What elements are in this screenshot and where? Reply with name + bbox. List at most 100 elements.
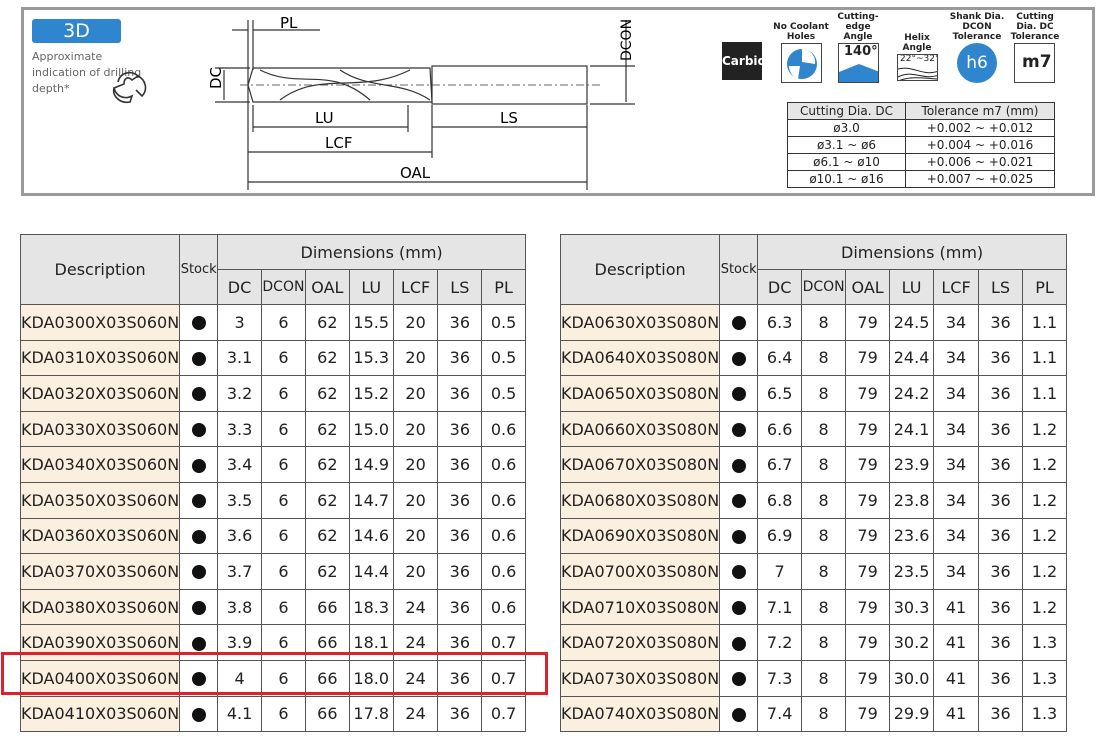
dimension-cell: 34 (933, 481, 980, 519)
dimension-cell: 34 (933, 375, 980, 412)
icon-caption: Cutting-edge Angle (837, 12, 879, 42)
label-dc: DC (207, 67, 225, 89)
dimension-cell: 1.2 (1021, 588, 1068, 626)
dimension-cell: 79 (845, 695, 891, 733)
dimension-cell: 79 (845, 339, 891, 377)
stock-cell (719, 624, 759, 661)
highlight-box (1, 652, 548, 695)
dimension-cell: 62 (304, 339, 350, 377)
table-row: KDA0700X03S080N 7 8 79 23.5 34 36 1.2 (559, 553, 1068, 590)
table-row: KDA0730X03S080N 7.3 8 79 30.0 41 36 1.3 (559, 659, 1068, 697)
dimension-cell: 66 (304, 588, 350, 626)
dimension-cell: 24 (392, 695, 439, 733)
table-row: KDA0410X03S060N 4.1 6 66 17.8 24 36 0.7 (19, 695, 526, 733)
product-code: KDA0340X03S060N (19, 446, 181, 483)
product-code: KDA0300X03S060N (19, 304, 181, 341)
dimension-cell: 36 (978, 624, 1023, 661)
table-row: KDA0350X03S060N 3.5 6 62 14.7 20 36 0.6 (19, 481, 526, 519)
dimension-cell: 30.3 (889, 588, 935, 626)
stock-cell (719, 695, 759, 733)
dimension-cell: 24 (392, 588, 439, 626)
stock-cell (179, 446, 219, 483)
dimension-cell: 36 (978, 659, 1023, 697)
in-stock-icon (191, 351, 206, 366)
dimension-cell: 14.4 (348, 553, 394, 590)
dimension-cell: 1.3 (1021, 695, 1068, 733)
icon-caption: Helix Angle (902, 33, 932, 53)
icon-caption: Shank Dia. DCON Tolerance (949, 12, 1005, 42)
dimension-cell: 79 (845, 481, 891, 519)
tol-cell: +0.004 ~ +0.016 (905, 136, 1055, 154)
in-stock-icon (191, 601, 206, 616)
dimension-cell: 6.5 (757, 375, 803, 412)
dimension-cell: 0.7 (481, 695, 526, 733)
stock-cell (179, 517, 219, 555)
cutting-tolerance-icon: m7 (1014, 43, 1055, 83)
dimension-cell: 3.3 (217, 410, 262, 448)
dimension-cell: 41 (933, 588, 980, 626)
flute-profile-icon (112, 71, 147, 104)
header-dimensions: Dimensions (mm) (217, 234, 526, 270)
in-stock-icon (191, 707, 206, 722)
dimension-cell: 24.1 (889, 410, 935, 448)
product-code: KDA0400X03S060N (19, 659, 181, 697)
label-ls: LS (500, 109, 518, 127)
dimension-cell: 36 (437, 410, 483, 448)
dimension-cell: 6 (260, 517, 306, 555)
product-code: KDA0320X03S060N (19, 375, 181, 412)
dimension-cell: 36 (978, 339, 1023, 377)
table-row: KDA0740X03S080N 7.4 8 79 29.9 41 36 1.3 (559, 695, 1068, 733)
dimension-cell: 0.5 (481, 304, 526, 341)
dimension-cell: 36 (437, 339, 483, 377)
cutting-edge-angle-icon: 140° (838, 43, 879, 83)
stock-cell (719, 304, 759, 341)
in-stock-icon (191, 529, 206, 544)
table-row: KDA0640X03S080N 6.4 8 79 24.4 34 36 1.1 (559, 339, 1068, 377)
tol-cell: +0.006 ~ +0.021 (905, 153, 1055, 171)
dimension-cell: 6 (260, 410, 306, 448)
table-row: KDA0380X03S060N 3.8 6 66 18.3 24 36 0.6 (19, 588, 526, 626)
tol-cell: ø6.1 ~ ø10 (787, 153, 906, 171)
dimension-cell: 4 (217, 659, 262, 697)
depth-note: Approximate indication of drilling depth… (32, 50, 142, 95)
header-oal: OAL (304, 269, 350, 305)
dimension-cell: 79 (845, 517, 891, 555)
dimension-cell: 6 (260, 588, 306, 626)
dimension-cell: 8 (801, 339, 847, 377)
label-lu: LU (315, 109, 334, 127)
dimension-cell: 6.7 (757, 446, 803, 483)
dimension-cell: 20 (392, 304, 439, 341)
tol-cell: ø3.0 (787, 119, 906, 137)
dimension-cell: 79 (845, 659, 891, 697)
dimension-cell: 23.8 (889, 481, 935, 519)
dimension-cell: 0.6 (481, 410, 526, 448)
dimension-cell: 3.2 (217, 375, 262, 412)
dimension-cell: 3.8 (217, 588, 262, 626)
label-oal: OAL (400, 164, 431, 182)
table-row: KDA0690X03S080N 6.9 8 79 23.6 34 36 1.2 (559, 517, 1068, 555)
stock-cell (179, 481, 219, 519)
dimension-cell: 6 (260, 481, 306, 519)
product-code: KDA0710X03S080N (559, 588, 721, 626)
product-code: KDA0660X03S080N (559, 410, 721, 448)
product-code: KDA0650X03S080N (559, 375, 721, 412)
dimension-cell: 66 (304, 659, 350, 697)
in-stock-icon (191, 387, 206, 402)
dimension-cell: 62 (304, 375, 350, 412)
dimension-cell: 1.2 (1021, 446, 1068, 483)
in-stock-icon (191, 316, 206, 331)
table-row: KDA0680X03S080N 6.8 8 79 23.8 34 36 1.2 (559, 481, 1068, 519)
icon-caption: No Coolant Holes (773, 22, 829, 42)
dimension-cell: 36 (437, 588, 483, 626)
dimension-cell: 79 (845, 624, 891, 661)
dimension-cell: 6 (260, 695, 306, 733)
product-code: KDA0640X03S080N (559, 339, 721, 377)
table-row: KDA0310X03S060N 3.1 6 62 15.3 20 36 0.5 (19, 339, 526, 377)
in-stock-icon (731, 494, 746, 509)
stock-cell (719, 339, 759, 377)
stock-cell (719, 446, 759, 483)
table-row: KDA0400X03S060N 4 6 66 18.0 24 36 0.7 (19, 659, 526, 697)
product-code: KDA0670X03S080N (559, 446, 721, 483)
dimension-cell: 3 (217, 304, 262, 341)
no-coolant-holes-icon (781, 43, 822, 83)
